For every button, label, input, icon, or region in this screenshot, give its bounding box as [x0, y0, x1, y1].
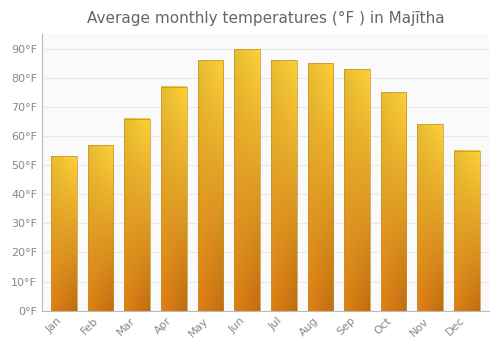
Bar: [418, 124, 443, 310]
Bar: [51, 156, 77, 310]
Bar: [234, 49, 260, 310]
Title: Average monthly temperatures (°F ) in Majītha: Average monthly temperatures (°F ) in Ma…: [86, 11, 444, 26]
Bar: [88, 145, 114, 310]
Bar: [381, 92, 406, 310]
Bar: [161, 86, 186, 310]
Bar: [271, 61, 296, 310]
Bar: [308, 63, 333, 310]
Bar: [124, 119, 150, 310]
Bar: [344, 69, 370, 310]
Bar: [454, 150, 479, 310]
Bar: [198, 61, 224, 310]
